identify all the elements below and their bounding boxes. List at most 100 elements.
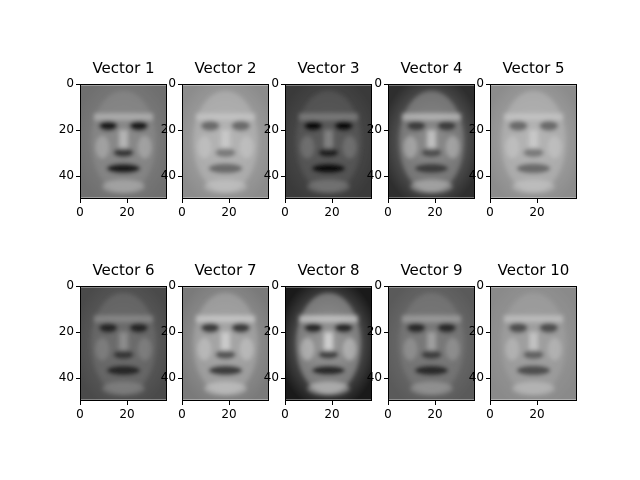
eigenface-image [183, 85, 268, 198]
x-tick-label: 20 [119, 407, 135, 421]
y-tick-label: 40 [58, 168, 74, 182]
y-tick-mark [76, 377, 80, 379]
eigenface-image-panel [388, 286, 475, 401]
y-tick-label: 40 [58, 370, 74, 384]
y-tick-mark [384, 285, 388, 287]
x-tick-label: 0 [178, 205, 186, 219]
panel-title: Vector 2 [194, 59, 257, 77]
eigenface-image [491, 287, 576, 400]
y-tick-label: 0 [271, 76, 279, 90]
y-tick-mark [178, 377, 182, 379]
eigenface-image [286, 287, 371, 400]
x-tick-label: 20 [221, 407, 237, 421]
y-tick-label: 0 [476, 278, 484, 292]
panel-title: Vector 6 [92, 261, 155, 279]
y-tick-label: 0 [168, 278, 176, 292]
x-tick-mark [79, 199, 81, 203]
y-tick-label: 0 [66, 76, 74, 90]
y-tick-mark [76, 331, 80, 333]
y-tick-label: 20 [468, 122, 484, 136]
eigenface-image [81, 287, 166, 400]
y-tick-label: 20 [160, 122, 176, 136]
eigenface-image-panel [490, 286, 577, 401]
y-tick-mark [281, 129, 285, 131]
y-tick-mark [384, 129, 388, 131]
panel-title: Vector 1 [92, 59, 155, 77]
y-tick-mark [384, 83, 388, 85]
x-tick-mark [331, 199, 333, 203]
eigenface-image-panel [80, 84, 167, 199]
y-tick-mark [486, 285, 490, 287]
y-tick-label: 40 [366, 370, 382, 384]
y-tick-mark [384, 331, 388, 333]
y-tick-label: 0 [476, 76, 484, 90]
x-tick-label: 0 [281, 205, 289, 219]
y-tick-label: 40 [263, 168, 279, 182]
x-tick-label: 0 [486, 205, 494, 219]
x-tick-mark [126, 401, 128, 405]
y-tick-mark [76, 83, 80, 85]
eigenface-image-panel [182, 286, 269, 401]
y-tick-mark [384, 175, 388, 177]
y-tick-label: 40 [160, 370, 176, 384]
y-tick-mark [281, 83, 285, 85]
x-tick-mark [228, 199, 230, 203]
y-tick-label: 20 [366, 324, 382, 338]
panel-title: Vector 3 [297, 59, 360, 77]
y-tick-label: 20 [263, 324, 279, 338]
y-tick-label: 40 [160, 168, 176, 182]
x-tick-label: 0 [486, 407, 494, 421]
y-tick-mark [76, 175, 80, 177]
y-tick-mark [281, 175, 285, 177]
y-tick-mark [76, 285, 80, 287]
x-tick-mark [181, 199, 183, 203]
panel-title: Vector 5 [502, 59, 565, 77]
y-tick-label: 20 [263, 122, 279, 136]
y-tick-mark [384, 377, 388, 379]
x-tick-mark [79, 401, 81, 405]
y-tick-mark [178, 285, 182, 287]
x-tick-mark [126, 199, 128, 203]
x-tick-label: 20 [324, 205, 340, 219]
eigenface-image [183, 287, 268, 400]
y-tick-label: 40 [263, 370, 279, 384]
x-tick-label: 20 [427, 205, 443, 219]
x-tick-label: 0 [76, 407, 84, 421]
x-tick-mark [489, 199, 491, 203]
eigenface-image [286, 85, 371, 198]
y-tick-label: 20 [160, 324, 176, 338]
y-tick-mark [281, 285, 285, 287]
y-tick-mark [178, 83, 182, 85]
x-tick-mark [434, 199, 436, 203]
y-tick-mark [178, 129, 182, 131]
x-tick-mark [284, 199, 286, 203]
y-tick-label: 20 [58, 122, 74, 136]
y-tick-label: 0 [66, 278, 74, 292]
y-tick-mark [281, 331, 285, 333]
x-tick-mark [434, 401, 436, 405]
y-tick-mark [281, 377, 285, 379]
x-tick-mark [536, 401, 538, 405]
y-tick-label: 0 [271, 278, 279, 292]
x-tick-mark [181, 401, 183, 405]
eigenface-image-panel [388, 84, 475, 199]
eigenface-image-panel [182, 84, 269, 199]
y-tick-mark [486, 377, 490, 379]
x-tick-mark [489, 401, 491, 405]
eigenface-image-panel [80, 286, 167, 401]
y-tick-label: 20 [58, 324, 74, 338]
x-tick-label: 20 [529, 205, 545, 219]
x-tick-mark [536, 199, 538, 203]
y-tick-mark [486, 83, 490, 85]
eigenface-image [389, 287, 474, 400]
x-tick-label: 0 [76, 205, 84, 219]
y-tick-label: 20 [366, 122, 382, 136]
eigenface-image [389, 85, 474, 198]
x-tick-label: 0 [384, 407, 392, 421]
x-tick-mark [331, 401, 333, 405]
eigenface-image-panel [285, 84, 372, 199]
x-tick-mark [228, 401, 230, 405]
eigenface-image-panel [285, 286, 372, 401]
eigenface-image-panel [490, 84, 577, 199]
panel-title: Vector 4 [400, 59, 463, 77]
